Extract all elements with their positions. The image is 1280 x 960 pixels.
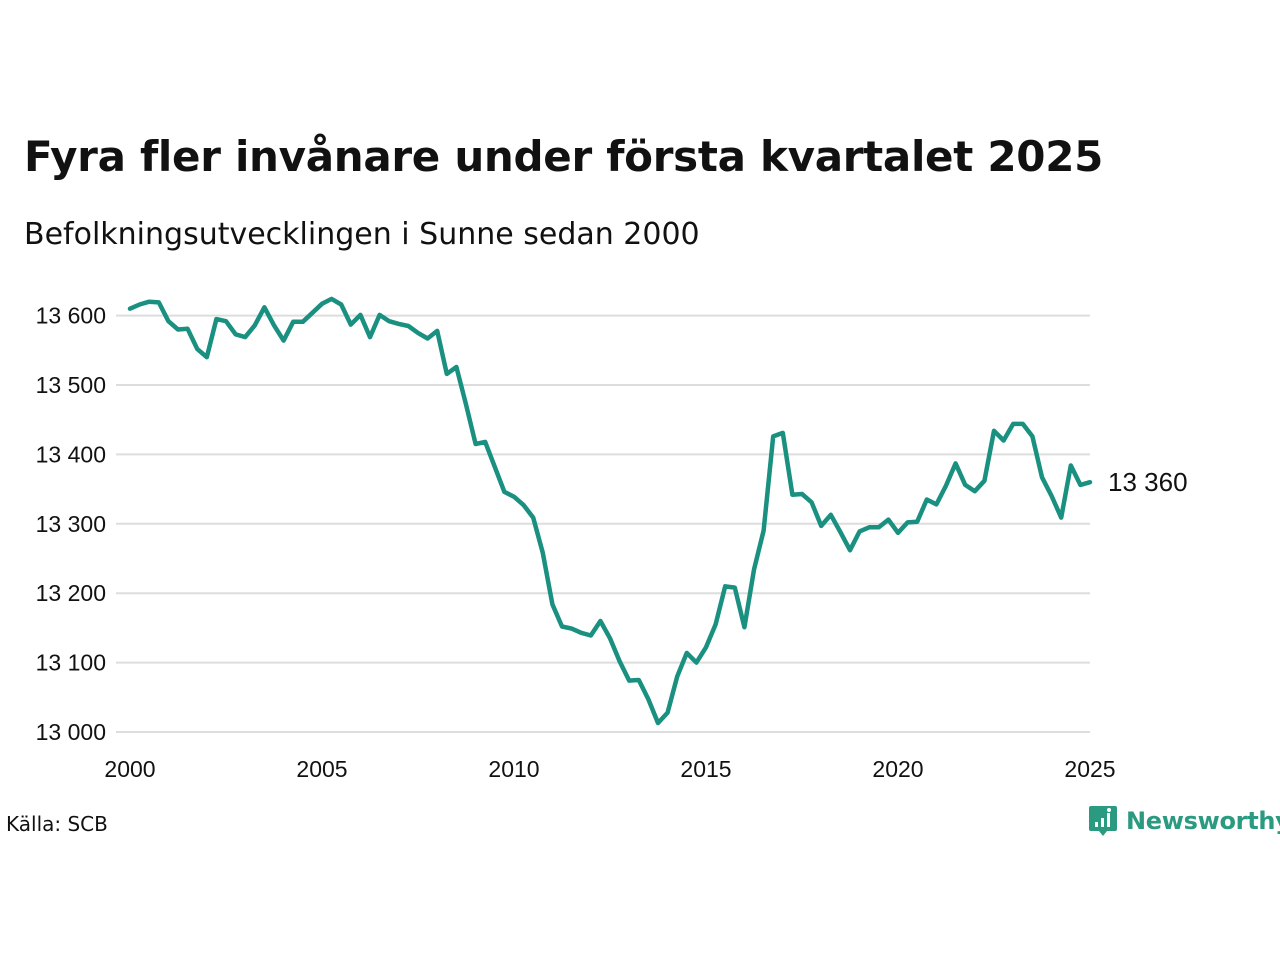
end-value-label: 13 360 xyxy=(1108,467,1188,497)
chart-title: Fyra fler invånare under första kvartale… xyxy=(24,132,1104,181)
y-tick-label: 13 400 xyxy=(36,441,106,467)
y-tick-label: 13 100 xyxy=(36,650,106,676)
population-series-line xyxy=(127,296,1093,726)
x-tick-label: 2000 xyxy=(104,756,155,782)
newsworthy-logo: Newsworthy xyxy=(1088,804,1280,838)
y-axis-tick-labels: 13 000 13 100 13 200 13 300 13 400 13 500 13 6… xyxy=(36,303,106,745)
y-tick-label: 13 300 xyxy=(36,511,106,537)
source-note: Källa: SCB xyxy=(6,812,108,836)
x-tick-label: 2015 xyxy=(680,756,731,782)
x-axis-tick-labels: 2000 2005 2010 2015 2020 2025 xyxy=(104,756,1115,782)
x-tick-label: 2005 xyxy=(296,756,347,782)
y-tick-label: 13 200 xyxy=(36,580,106,606)
y-tick-label: 13 000 xyxy=(36,719,106,745)
x-tick-label: 2025 xyxy=(1064,756,1115,782)
chart-subtitle: Befolkningsutvecklingen i Sunne sedan 20… xyxy=(24,217,700,252)
newsworthy-logo-icon xyxy=(1089,806,1117,836)
y-tick-label: 13 500 xyxy=(36,372,106,398)
x-tick-label: 2020 xyxy=(872,756,923,782)
gridlines xyxy=(116,314,1090,733)
x-tick-label: 2010 xyxy=(488,756,539,782)
y-tick-label: 13 600 xyxy=(36,303,106,329)
newsworthy-logo-text: Newsworthy xyxy=(1126,807,1280,835)
